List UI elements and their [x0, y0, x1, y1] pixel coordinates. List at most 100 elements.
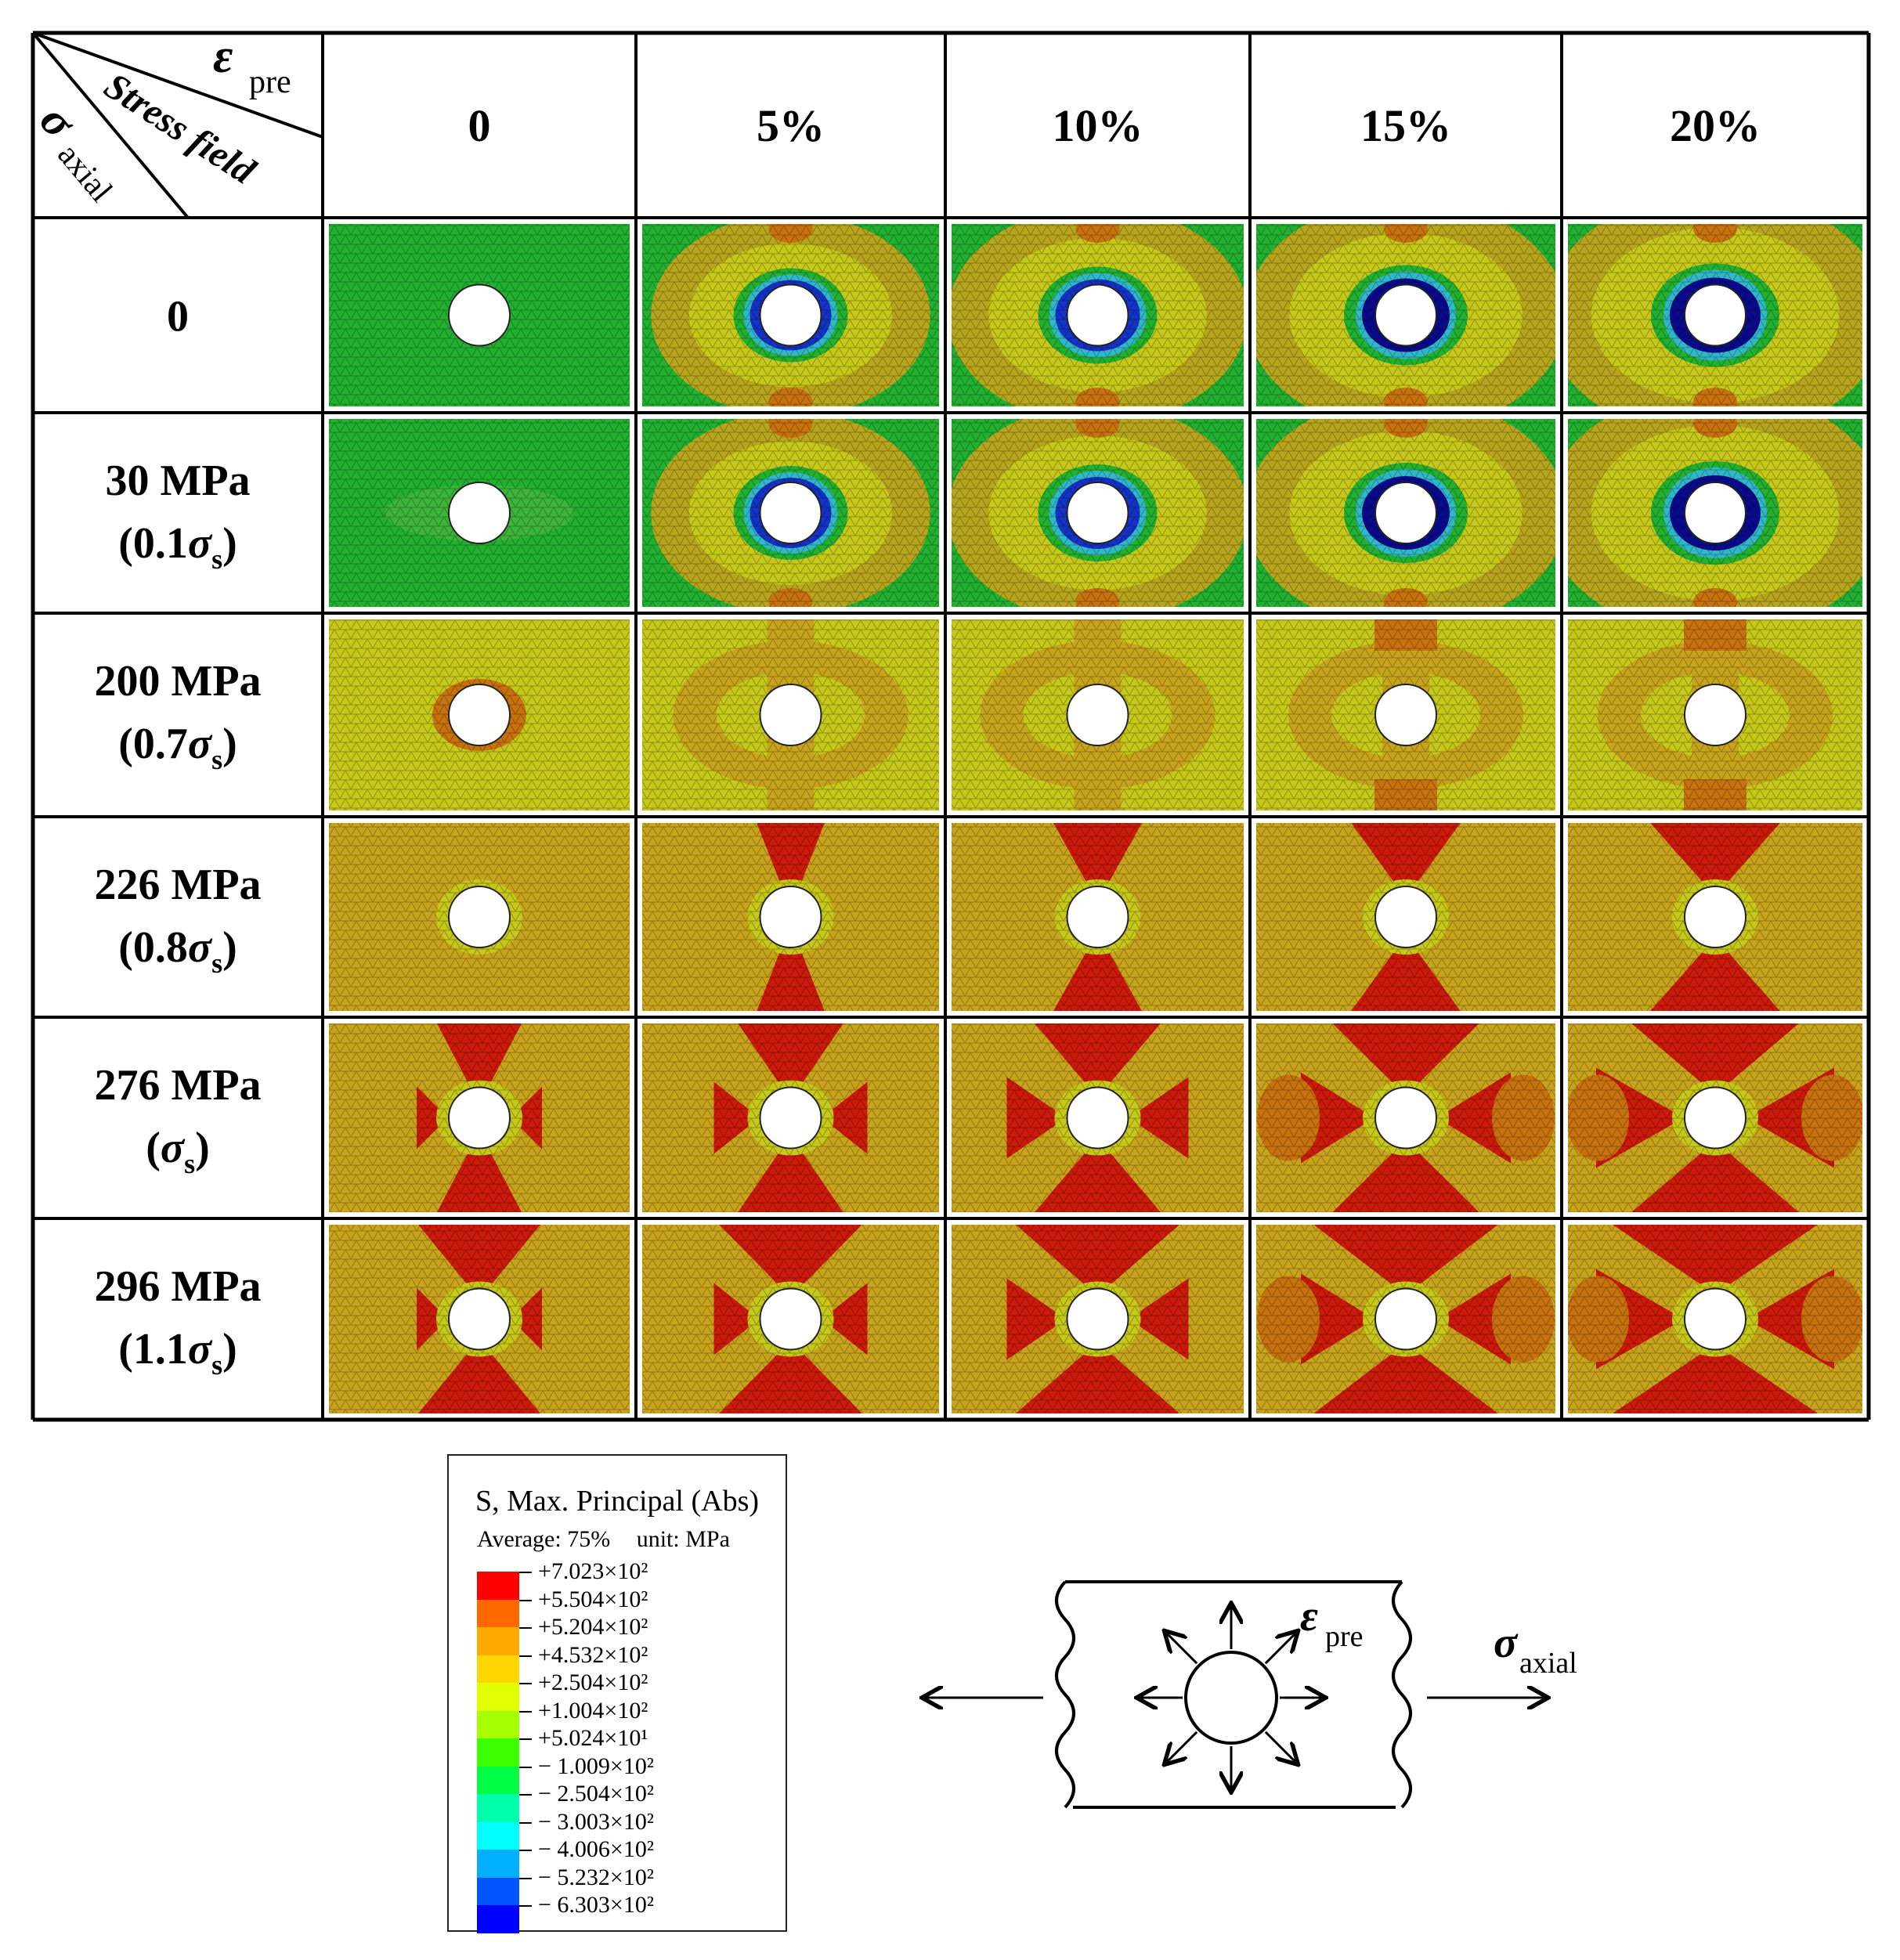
row-headers: 0 30 MPa (0.1σs) 200 MPa (0.7σs) 226 MPa (0.8σ…: [94, 293, 261, 1381]
row-header-5-ratio: (1.1σs): [118, 1325, 237, 1381]
contour-cells: [329, 224, 1862, 1413]
legend-swatch-0: [477, 1572, 519, 1600]
schematic-sigma-symbol: σ: [1494, 1619, 1519, 1667]
contour-cell-r2-c2: [952, 619, 1244, 810]
row-header-3-ratio: (0.8σs): [118, 923, 237, 979]
legend-swatch-1: [477, 1599, 519, 1627]
row-header-3-value: 226 MPa: [94, 861, 261, 909]
legend-swatch-4: [477, 1683, 519, 1711]
left-break-line: [1055, 1580, 1075, 1809]
hole: [448, 1086, 511, 1150]
contour-cell-r1-c3: [1256, 419, 1555, 607]
legend-label-12: − 6.303×10²: [538, 1892, 654, 1918]
hole: [1066, 1287, 1129, 1351]
hole: [1684, 886, 1746, 948]
contour-cell-r0-c4: [1568, 224, 1862, 406]
hole: [448, 886, 511, 948]
legend-title: S, Max. Principal (Abs): [475, 1485, 760, 1518]
legend-swatch-10: [477, 1850, 519, 1878]
legend-label-9: − 3.003×10²: [538, 1808, 654, 1835]
corner-diagonal-lower: [31, 31, 190, 219]
legend-label-8: − 2.504×10²: [538, 1781, 654, 1807]
schematic-epsilon-sub: pre: [1325, 1620, 1364, 1653]
hole: [1066, 283, 1129, 347]
hole: [759, 1287, 822, 1351]
legend-swatch-7: [477, 1766, 519, 1794]
contour-cell-r0-c2: [952, 224, 1244, 406]
stress-field-label: Stress field: [97, 65, 263, 193]
table-gridlines: [31, 31, 1871, 1422]
loading-schematic: ε pre σ axial: [901, 1580, 1577, 1809]
sigma-sub: axial: [50, 137, 119, 209]
column-header-2: 10%: [1053, 100, 1143, 151]
contour-cell-r3-c2: [952, 823, 1244, 1011]
epsilon-symbol: ε: [213, 30, 233, 83]
legend-label-0: +7.023×10²: [538, 1558, 648, 1584]
contour-cell-r3-c4: [1568, 823, 1862, 1011]
hole: [448, 283, 511, 347]
hole: [1684, 1287, 1746, 1351]
contour-cell-r0-c1: [642, 224, 939, 406]
row-header-0-value: 0: [167, 293, 189, 341]
hole: [448, 684, 511, 746]
contour-cell-r3-c0: [329, 823, 630, 1011]
legend-swatch-5: [477, 1710, 519, 1738]
contour-cell-r2-c4: [1568, 619, 1862, 810]
legend-tick: [519, 1599, 532, 1601]
contour-cell-r0-c3: [1256, 224, 1555, 406]
radial-arrow: [1166, 1633, 1198, 1665]
legend-tick: [519, 1905, 532, 1907]
legend-swatch-9: [477, 1821, 519, 1850]
right-break-line: [1392, 1580, 1412, 1809]
row-header-1-ratio: (0.1σs): [118, 519, 237, 575]
hole: [448, 1287, 511, 1351]
legend-swatch-6: [477, 1738, 519, 1767]
corner-diagonal-upper: [32, 31, 323, 139]
legend-tick: [519, 1710, 532, 1713]
hole: [1374, 684, 1437, 746]
hole: [1374, 482, 1437, 544]
legend-tick: [519, 1738, 532, 1740]
legend: S, Max. Principal (Abs) Average: 75% uni…: [447, 1454, 787, 1933]
schematic-sigma-sub: axial: [1519, 1647, 1577, 1680]
contour-cell-r1-c4: [1568, 419, 1862, 607]
legend-subtitle: Average: 75% unit: MPa: [477, 1526, 730, 1553]
legend-swatch-3: [477, 1655, 519, 1683]
row-header-2-ratio: (0.7σs): [118, 720, 237, 775]
contour-cell-r5-c4: [1568, 1225, 1862, 1413]
plate-outline: [1055, 1580, 1412, 1809]
schematic-epsilon-symbol: ε: [1300, 1592, 1318, 1641]
legend-swatch-12: [477, 1905, 519, 1933]
row-header-4-value: 276 MPa: [94, 1061, 261, 1110]
contour-cell-r4-c2: [952, 1023, 1244, 1212]
hole: [759, 1086, 822, 1150]
legend-label-5: +1.004×10²: [538, 1697, 648, 1724]
legend-swatch-8: [477, 1794, 519, 1822]
row-header-2-value: 200 MPa: [94, 657, 261, 706]
legend-label-1: +5.504×10²: [538, 1586, 648, 1612]
legend-label-4: +2.504×10²: [538, 1669, 648, 1695]
contour-cell-r3-c1: [642, 823, 939, 1011]
contour-cell-r4-c3: [1256, 1023, 1555, 1212]
hole: [1684, 283, 1746, 347]
contour-cell-r4-c4: [1568, 1023, 1862, 1212]
legend-tick: [519, 1850, 532, 1851]
hole-circle: [1184, 1651, 1278, 1745]
legend-tick: [519, 1877, 532, 1879]
hole: [1684, 1086, 1746, 1150]
hole: [1374, 1086, 1437, 1150]
hole: [1066, 684, 1129, 746]
row-header-1-value: 30 MPa: [105, 457, 250, 505]
legend-tick: [519, 1572, 532, 1573]
legend-label-10: − 4.006×10²: [538, 1836, 654, 1862]
row-header-4-ratio: (σs): [146, 1124, 210, 1179]
hole: [1066, 1086, 1129, 1150]
contour-cell-r5-c2: [952, 1225, 1244, 1413]
radial-arrows: [1139, 1605, 1324, 1790]
legend-swatch-11: [477, 1877, 519, 1905]
legend-tick: [519, 1821, 532, 1824]
hole: [1066, 886, 1129, 948]
legend-tick: [519, 1766, 532, 1768]
hole: [448, 482, 511, 544]
